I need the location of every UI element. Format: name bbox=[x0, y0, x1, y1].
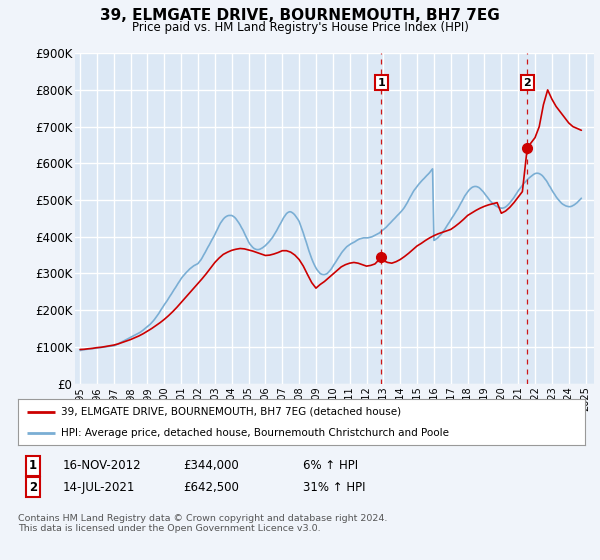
Text: 31% ↑ HPI: 31% ↑ HPI bbox=[303, 480, 365, 494]
Text: 16-NOV-2012: 16-NOV-2012 bbox=[63, 459, 142, 473]
Text: HPI: Average price, detached house, Bournemouth Christchurch and Poole: HPI: Average price, detached house, Bour… bbox=[61, 428, 449, 438]
Text: £344,000: £344,000 bbox=[183, 459, 239, 473]
Text: 39, ELMGATE DRIVE, BOURNEMOUTH, BH7 7EG: 39, ELMGATE DRIVE, BOURNEMOUTH, BH7 7EG bbox=[100, 8, 500, 24]
Text: 2: 2 bbox=[29, 480, 37, 494]
Text: 1: 1 bbox=[377, 78, 385, 87]
Text: £642,500: £642,500 bbox=[183, 480, 239, 494]
Text: 2: 2 bbox=[523, 78, 531, 87]
Text: 1: 1 bbox=[29, 459, 37, 473]
Text: Price paid vs. HM Land Registry's House Price Index (HPI): Price paid vs. HM Land Registry's House … bbox=[131, 21, 469, 34]
Text: 14-JUL-2021: 14-JUL-2021 bbox=[63, 480, 136, 494]
Text: 39, ELMGATE DRIVE, BOURNEMOUTH, BH7 7EG (detached house): 39, ELMGATE DRIVE, BOURNEMOUTH, BH7 7EG … bbox=[61, 407, 401, 417]
Text: 6% ↑ HPI: 6% ↑ HPI bbox=[303, 459, 358, 473]
Text: Contains HM Land Registry data © Crown copyright and database right 2024.
This d: Contains HM Land Registry data © Crown c… bbox=[18, 514, 388, 533]
